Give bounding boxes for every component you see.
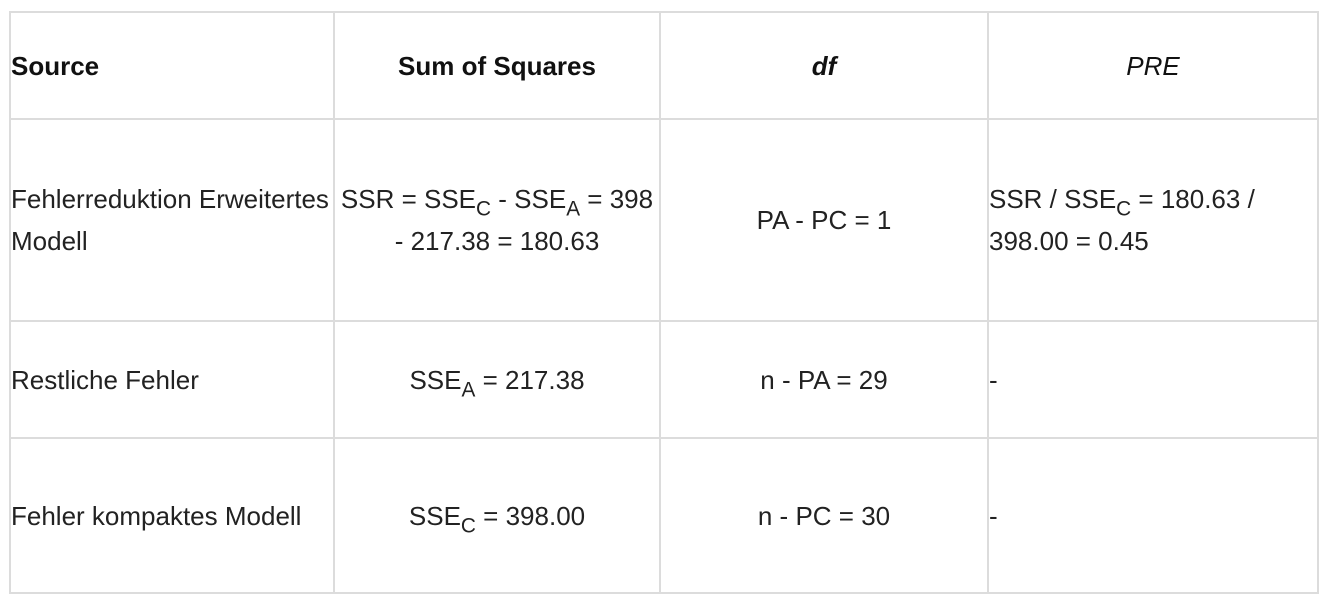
ss-text: = 398 - 217.38 = 180.63	[394, 184, 654, 256]
table-row: Fehlerreduktion Erweitertes Modell SSR =…	[9, 118, 1319, 322]
ss-text: = 398.00	[475, 500, 586, 531]
header-pre: PRE	[987, 11, 1319, 120]
cell-pre: -	[987, 320, 1319, 439]
cell-sum-of-squares: SSEC = 398.00	[333, 437, 661, 594]
cell-sum-of-squares: SSR = SSEC - SSEA = 398 - 217.38 = 180.6…	[333, 118, 661, 322]
cell-sum-of-squares: SSEA = 217.38	[333, 320, 661, 439]
cell-source: Fehler kompaktes Modell	[9, 437, 335, 594]
cell-source: Restliche Fehler	[9, 320, 335, 439]
ss-text: SSE	[409, 364, 462, 395]
header-sum-of-squares: Sum of Squares	[333, 11, 661, 120]
cell-pre: -	[987, 437, 1319, 594]
ss-text: SSE	[408, 500, 461, 531]
ss-text: = 217.38	[475, 364, 585, 395]
anova-table-container: Source Sum of Squares df PRE Fehlerreduk…	[9, 11, 1319, 594]
cell-df: PA - PC = 1	[659, 118, 989, 322]
ss-subscript: C	[476, 197, 492, 221]
ss-subscript: A	[461, 377, 476, 401]
table-header-row: Source Sum of Squares df PRE	[9, 11, 1319, 120]
table-row: Restliche Fehler SSEA = 217.38 n - PA = …	[9, 320, 1319, 439]
cell-df: n - PA = 29	[659, 320, 989, 439]
header-df: df	[659, 11, 989, 120]
ss-text: - SSE	[491, 184, 567, 214]
pre-text: = 180.63 / 398.00 = 0.45	[989, 184, 1255, 256]
pre-text: SSR / SSE	[989, 184, 1117, 214]
header-source: Source	[9, 11, 335, 120]
ss-subscript: C	[460, 513, 476, 537]
cell-source: Fehlerreduktion Erweitertes Modell	[9, 118, 335, 322]
table-row: Fehler kompaktes Modell SSEC = 398.00 n …	[9, 437, 1319, 594]
ss-subscript: A	[566, 197, 581, 221]
cell-df: n - PC = 30	[659, 437, 989, 594]
cell-pre: SSR / SSEC = 180.63 / 398.00 = 0.45	[987, 118, 1319, 322]
anova-table: Source Sum of Squares df PRE Fehlerreduk…	[9, 11, 1319, 594]
pre-subscript: C	[1116, 197, 1132, 221]
ss-text: SSR = SSE	[340, 184, 477, 214]
